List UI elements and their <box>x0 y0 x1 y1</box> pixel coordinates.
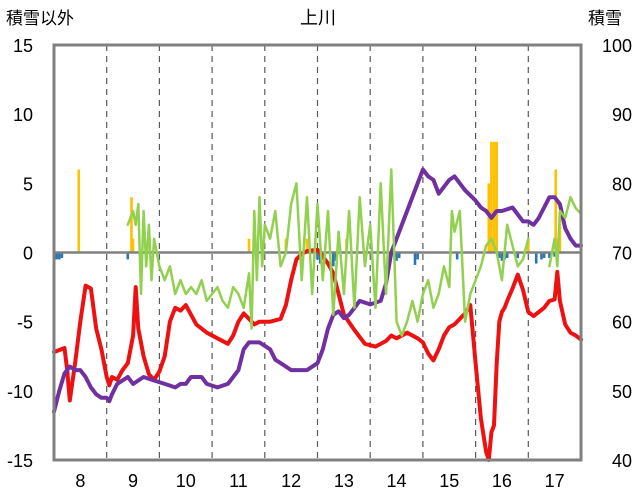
bar <box>395 252 398 261</box>
bar <box>534 252 538 264</box>
x-tick: 10 <box>176 471 196 491</box>
bar <box>516 252 520 259</box>
y-tick-right: 40 <box>612 451 632 471</box>
x-tick: 16 <box>492 471 512 491</box>
bar <box>542 252 546 259</box>
x-tick: 14 <box>387 471 407 491</box>
line-series <box>52 167 583 462</box>
bar <box>55 252 58 260</box>
bar <box>130 197 133 253</box>
bar <box>487 183 491 253</box>
x-tick: 11 <box>229 471 248 491</box>
y-tick-left: 5 <box>23 174 33 194</box>
bar <box>247 238 251 253</box>
x-tick: 8 <box>75 471 85 491</box>
chart-title: 上川 <box>300 8 336 28</box>
series-line-2 <box>126 168 530 337</box>
y-axis-left-ticks: 15 10 5 0 -5 -10 -15 <box>7 36 33 471</box>
bar <box>490 141 493 253</box>
bar <box>554 169 558 253</box>
bar <box>316 252 319 260</box>
series-line-1 <box>52 167 583 414</box>
y-axis-right-title: 積雪 <box>588 9 622 28</box>
x-tick: 12 <box>281 471 301 491</box>
bar <box>126 252 130 260</box>
y-tick-right: 80 <box>612 174 632 194</box>
bar <box>527 238 530 253</box>
grid-lines <box>106 45 529 460</box>
bar <box>332 252 335 267</box>
bar <box>495 141 498 253</box>
x-axis-ticks: 8 9 10 11 12 13 14 15 16 17 <box>75 471 564 491</box>
y-tick-right: 100 <box>602 36 632 56</box>
y-tick-right: 50 <box>612 382 632 402</box>
bar <box>540 252 543 260</box>
bar <box>305 238 309 253</box>
y-tick-right: 70 <box>612 244 632 264</box>
bar <box>500 252 504 261</box>
bar <box>57 252 61 260</box>
series-line-0 <box>52 247 583 462</box>
bar <box>492 141 496 253</box>
series-line-3 <box>548 195 583 268</box>
y-axis-right-ticks: 100 90 80 70 60 50 40 <box>602 36 632 471</box>
bar <box>60 252 64 259</box>
plot-frame <box>52 43 583 462</box>
y-tick-right: 60 <box>612 313 632 333</box>
bar <box>548 252 551 259</box>
y-tick-left: -5 <box>17 313 33 333</box>
y-tick-left: 10 <box>13 105 33 125</box>
bar <box>553 252 556 257</box>
bar <box>131 238 135 253</box>
x-tick: 17 <box>545 471 565 491</box>
bar <box>416 252 419 260</box>
bar <box>413 252 417 265</box>
y-axis-left-title: 積雪以外 <box>6 9 74 28</box>
bar <box>505 252 509 259</box>
x-tick: 9 <box>128 471 138 491</box>
y-tick-right: 90 <box>612 105 632 125</box>
y-tick-left: 15 <box>13 36 33 56</box>
x-tick: 13 <box>334 471 354 491</box>
bar <box>397 252 401 259</box>
bar <box>77 169 81 253</box>
bar <box>455 252 459 260</box>
bar <box>498 252 501 259</box>
y-tick-left: -10 <box>7 382 33 402</box>
y-tick-left: -15 <box>7 451 33 471</box>
y-tick-left: 0 <box>23 244 33 264</box>
x-tick: 15 <box>439 471 459 491</box>
